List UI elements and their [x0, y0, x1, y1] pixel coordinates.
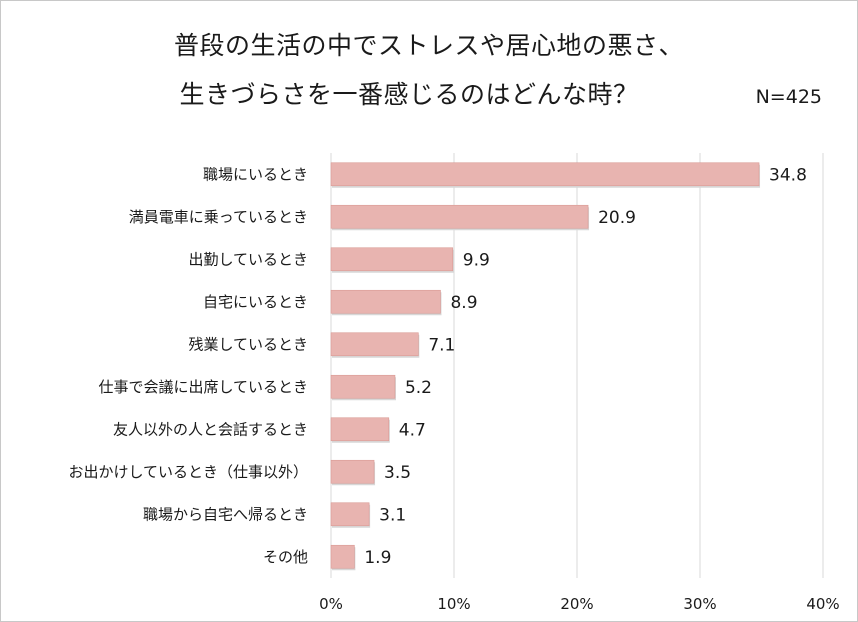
category-label: 職場にいるとき	[203, 165, 308, 183]
bar	[330, 374, 396, 399]
sample-size-label: N=425	[755, 86, 822, 108]
category-label: 残業しているとき	[188, 335, 308, 353]
x-tick-label: 0%	[319, 595, 343, 613]
chart-title-line-1: 普段の生活の中でストレスや居心地の悪さ、	[173, 31, 684, 60]
data-label: 7.1	[428, 335, 455, 355]
bar	[330, 502, 370, 527]
bar	[330, 162, 760, 187]
bar	[330, 459, 375, 484]
bar	[330, 544, 355, 569]
data-label: 20.9	[598, 208, 636, 228]
bar	[330, 417, 390, 442]
category-label: 自宅にいるとき	[203, 293, 308, 311]
data-label: 5.2	[405, 378, 432, 398]
category-label: 出勤しているとき	[188, 250, 308, 268]
category-label: その他	[263, 548, 308, 566]
data-label: 34.8	[769, 165, 807, 185]
category-label: 職場から自宅へ帰るとき	[143, 505, 308, 523]
bar	[330, 289, 441, 314]
data-label: 3.5	[384, 463, 411, 483]
category-label: 友人以外の人と会話するとき	[113, 420, 308, 438]
bar	[330, 204, 589, 229]
x-tick-label: 40%	[806, 595, 839, 613]
data-label: 1.9	[364, 548, 391, 568]
chart-title-line-2: 生きづらさを一番感じるのはどんな時？	[179, 80, 639, 109]
data-label: 9.9	[463, 250, 490, 270]
x-tick-label: 30%	[683, 595, 716, 613]
data-label: 8.9	[450, 293, 477, 313]
bar	[330, 247, 454, 272]
category-label: 仕事で会議に出席しているとき	[98, 378, 308, 396]
x-tick-label: 10%	[437, 595, 470, 613]
data-label: 3.1	[379, 505, 406, 525]
data-label: 4.7	[399, 420, 426, 440]
category-label: 満員電車に乗っているとき	[129, 208, 308, 226]
bar	[330, 332, 419, 357]
x-tick-label: 20%	[560, 595, 593, 613]
category-label: お出かけしているとき（仕事以外）	[68, 463, 308, 481]
